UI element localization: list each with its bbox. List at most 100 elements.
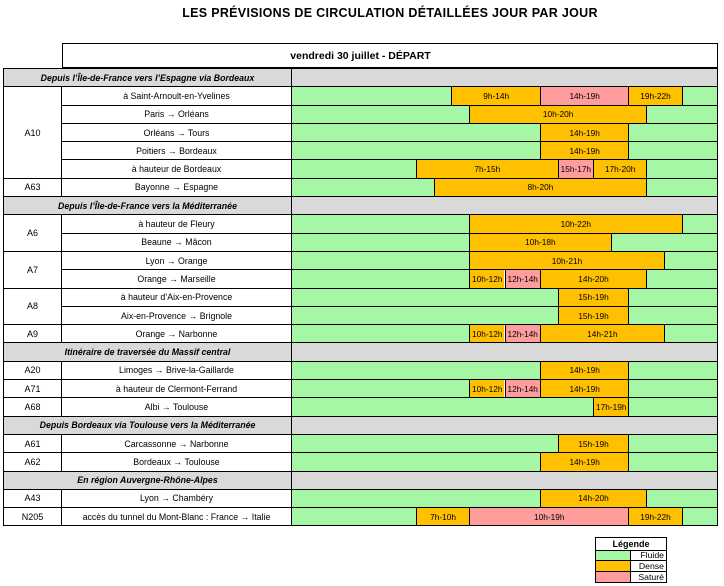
traffic-segment-dense: 15h-19h [557,306,629,325]
timeline: 10h-20h [292,105,717,123]
section-body: A6 A7 A8 A9 à hauteur de Fleury 10h-22h Beaune… [4,215,717,344]
traffic-segment-dense: 14h-20h [539,270,647,288]
road-code: A10 [4,87,62,179]
traffic-segment-dense: 10h-12h [469,270,505,288]
traffic-segment-dense: 15h-19h [557,434,629,453]
traffic-segment-fluide [681,87,717,105]
route-row: Lyon → Chambéry 14h-20h [62,489,717,509]
day-header-text: vendredi 30 juillet - DÉPART [290,49,431,62]
traffic-segment-dense: 7h-10h [415,508,470,526]
route-rows-column: Limoges → Brive-la-Gaillarde 14h-19h à hau… [62,361,717,417]
route-row: Limoges → Brive-la-Gaillarde 14h-19h [62,361,717,381]
traffic-segment-dense: 19h-22h [628,87,682,105]
section-header-row: Depuis Bordeaux via Toulouse vers la Méd… [4,416,717,435]
timeline: 10h-22h [292,215,717,233]
road-code-column: A61 A62 [4,434,62,472]
route-row: Carcassonne → Narbonne 15h-19h [62,434,717,454]
traffic-segment-fluide [628,288,717,306]
timeline: 10h-12h 12h-14h 14h-21h [292,325,717,343]
route-label: Bordeaux → Toulouse [62,453,292,471]
traffic-segment-fluide [628,142,717,160]
route-row: à Saint-Arnoult-en-Yvelines 9h-14h 14h-19h… [62,87,717,106]
route-row: Bordeaux → Toulouse 14h-19h [62,453,717,472]
traffic-segment-fluide [292,306,558,325]
road-code: A71 [4,380,62,399]
road-code-column: A20 A71 A68 [4,361,62,417]
timeline: 8h-20h [292,178,717,197]
timeline: 10h-21h [292,251,717,270]
forecast-grid: Depuis l’Île-de-France vers l’Espagne vi… [3,68,718,527]
traffic-segment-sature: 14h-19h [539,87,629,105]
traffic-segment-dense: 10h-18h [469,233,611,251]
route-label: accès du tunnel du Mont-Blanc : France →… [62,508,292,526]
timeline: 15h-19h [292,306,717,325]
legend-row-dense: Dense [596,561,666,572]
traffic-segment-fluide [646,270,717,288]
road-code: A61 [4,434,62,454]
traffic-segment-fluide [628,380,717,398]
road-code-column: A10 A63 [4,87,62,198]
road-code: A8 [4,288,62,326]
traffic-segment-fluide [292,361,540,380]
traffic-segment-fluide [663,251,717,270]
route-label: Orange → Marseille [62,270,292,288]
legend-swatch-sature [596,571,631,582]
route-label: Beaune → Mâcon [62,233,292,251]
traffic-segment-fluide [292,123,540,142]
legend-label-dense: Dense [638,560,664,571]
road-code: A68 [4,398,62,417]
traffic-segment-fluide [292,178,434,197]
day-header: vendredi 30 juillet - DÉPART [3,43,718,68]
road-code: N205 [4,508,62,527]
route-label: Carcassonne → Narbonne [62,434,292,453]
traffic-segment-fluide [628,453,717,471]
traffic-segment-fluide [292,270,470,288]
traffic-segment-fluide [628,361,717,380]
traffic-segment-fluide [646,178,717,197]
route-row: Bayonne → Espagne 8h-20h [62,178,717,198]
section-rest [292,69,717,86]
traffic-segment-dense: 19h-22h [628,508,682,526]
road-code: A62 [4,453,62,472]
traffic-segment-fluide [292,508,416,526]
timeline: 7h-10h 10h-19h 19h-22h [292,508,717,526]
traffic-segment-dense: 9h-14h [451,87,540,105]
route-label: à hauteur d’Aix-en-Provence [62,288,292,306]
timeline: 15h-19h [292,288,717,306]
timeline: 10h-12h 12h-14h 14h-19h [292,380,717,398]
traffic-segment-dense: 14h-19h [539,123,629,142]
route-row: accès du tunnel du Mont-Blanc : France →… [62,508,717,527]
route-label: Paris → Orléans [62,105,292,123]
legend-label-fluide: Fluide [640,550,664,561]
route-row: Poitiers → Bordeaux 14h-19h [62,142,717,161]
route-row: Paris → Orléans 10h-20h [62,105,717,124]
timeline: 14h-19h [292,361,717,380]
road-code: A63 [4,178,62,198]
route-label: Orléans → Tours [62,123,292,142]
timeline: 10h-18h [292,233,717,251]
page-title: LES PRÉVISIONS DE CIRCULATION DÉTAILLÉES… [182,6,598,20]
traffic-segment-dense: 14h-21h [539,325,664,343]
section-body: A10 A63 à Saint-Arnoult-en-Yvelines 9h-14h 1… [4,87,717,198]
road-code-column: A43 N205 [4,489,62,527]
route-rows-column: à Saint-Arnoult-en-Yvelines 9h-14h 14h-19h… [62,87,717,198]
section-header-row: Depuis l’Île-de-France vers l’Espagne vi… [4,69,717,88]
route-label: à Saint-Arnoult-en-Yvelines [62,87,292,105]
route-row: à hauteur de Clermont-Ferrand 10h-12h 12h-… [62,380,717,399]
traffic-segment-fluide [292,398,594,416]
traffic-segment-fluide [292,434,558,453]
traffic-segment-fluide [292,325,470,343]
traffic-segment-fluide [681,215,717,233]
road-code: A43 [4,489,62,509]
route-label: à hauteur de Fleury [62,215,292,233]
traffic-segment-fluide [681,508,717,526]
route-label: Lyon → Chambéry [62,489,292,508]
section-rest [292,343,717,360]
traffic-segment-dense: 10h-20h [469,105,647,123]
section-body: A43 N205 Lyon → Chambéry 14h-20h accès du tu… [4,489,717,527]
legend-swatch-fluide [596,550,631,560]
traffic-segment-fluide [292,453,540,471]
section-rest [292,197,717,214]
route-label: Limoges → Brive-la-Gaillarde [62,361,292,380]
section-body: A20 A71 A68 Limoges → Brive-la-Gaillarde 14h… [4,361,717,417]
